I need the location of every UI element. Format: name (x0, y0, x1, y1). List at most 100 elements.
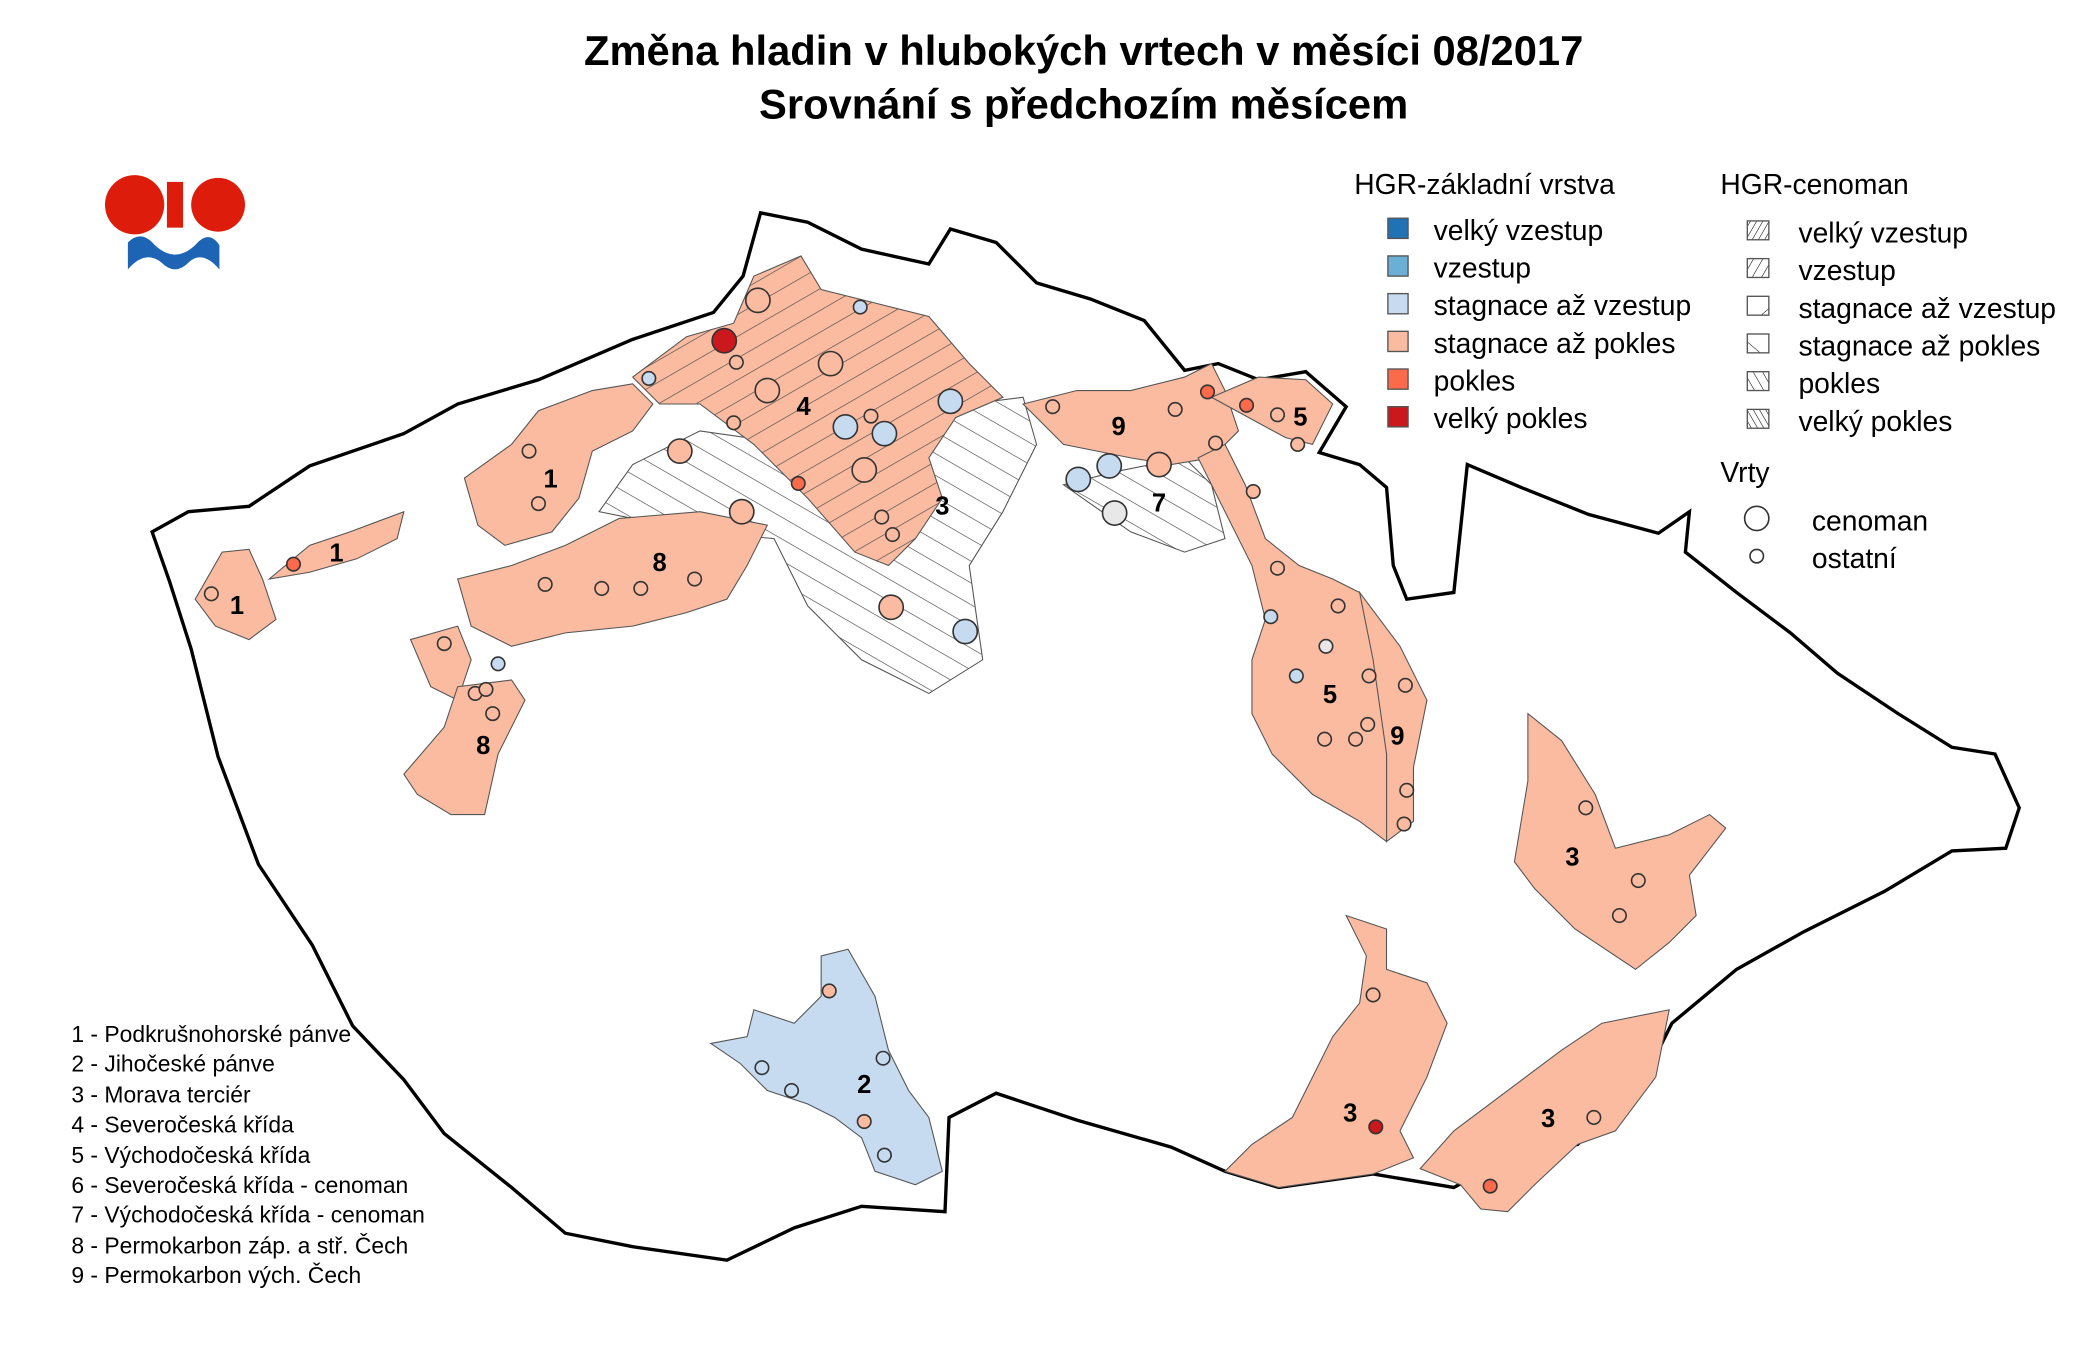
region-label: 1 (543, 465, 557, 493)
legend-label: velký vzestup (1798, 216, 1968, 248)
well-other (876, 1147, 892, 1163)
region-names-legend: 1 - Podkrušnohorské pánve 2 - Jihočeské … (71, 1021, 424, 1288)
region-label: 2 (857, 1071, 871, 1099)
well-other (1239, 397, 1255, 413)
legend-swatch (1387, 255, 1409, 277)
well-cenoman (711, 327, 738, 354)
well-other (436, 636, 452, 652)
region-9 (1022, 362, 1428, 843)
legend-hatch-swatch (1746, 257, 1770, 279)
legend-label: velký pokles (1434, 402, 1588, 434)
legend-base-heading: HGR-základní vrstva (1354, 168, 1615, 200)
map-title: Změna hladin v hlubokých vrtech v měsíci… (584, 27, 1583, 74)
well-other (521, 443, 537, 459)
well-other (856, 1113, 872, 1130)
legend-label: stagnace až vzestup (1434, 289, 1692, 321)
region-name: 4 - Severočeská křída (71, 1111, 294, 1137)
region-label: 9 (1112, 413, 1126, 441)
region-label: 3 (1343, 1100, 1357, 1128)
legend-cenoman: HGR-cenoman velký vzestup vzestup stagna… (1720, 168, 2056, 437)
region-label: 3 (1565, 844, 1579, 872)
well-other (1368, 1119, 1384, 1135)
legend-hatch-swatch (1746, 295, 1770, 316)
well-cenoman (728, 498, 755, 525)
map-subtitle: Srovnání s předchozím měsícem (759, 81, 1408, 128)
legend-label: pokles (1798, 367, 1880, 399)
well-other (1167, 401, 1183, 417)
region-label: 8 (476, 732, 490, 760)
legend-wells-heading: Vrty (1720, 456, 1770, 488)
legend-hatch-swatch (1746, 408, 1770, 429)
well-other (1208, 435, 1224, 451)
legend-label: stagnace až pokles (1798, 330, 2040, 362)
region-name: 9 - Permokarbon vých. Čech (71, 1262, 361, 1288)
chmi-logo (105, 175, 245, 270)
well-other (728, 354, 744, 370)
well-cenoman (744, 287, 771, 314)
well-other (1578, 800, 1594, 816)
legend-label: cenoman (1812, 505, 1928, 537)
region-label: 7 (1152, 490, 1166, 518)
region-label: 3 (935, 492, 949, 520)
region-labels: 1 1 1 2 3 3 3 3 4 5 5 6 7 8 8 9 9 (230, 393, 1580, 1133)
region-name: 6 - Severočeská křída - cenoman (71, 1172, 408, 1198)
well-other (1045, 399, 1061, 415)
well-other (1360, 716, 1376, 732)
well-other (1288, 668, 1304, 684)
legend-small-circle-icon (1749, 548, 1765, 564)
well-cenoman (1065, 466, 1092, 493)
well-other (490, 656, 506, 672)
legend-hatch-swatch (1746, 333, 1770, 354)
well-other (594, 580, 610, 596)
legend-large-circle-icon (1743, 505, 1770, 532)
well-cenoman (832, 413, 859, 440)
legend-swatch (1387, 406, 1409, 428)
well-other (1399, 782, 1415, 798)
region-name: 7 - Východočeská křída - cenoman (71, 1201, 424, 1227)
region-name: 5 - Východočeská křída (71, 1142, 310, 1168)
well-cenoman (937, 388, 964, 415)
well-other (1318, 638, 1334, 654)
region-name: 1 - Podkrušnohorské pánve (71, 1021, 351, 1047)
well-cenoman (754, 377, 781, 404)
well-other (1586, 1109, 1602, 1125)
legend-hatch-swatch (1746, 220, 1770, 241)
well-other (726, 415, 742, 431)
well-other (530, 496, 546, 512)
region-7 (1062, 457, 1226, 553)
legend-swatch (1387, 292, 1409, 315)
region-2 (709, 948, 943, 1186)
country-border (150, 210, 2022, 1262)
well-other (1199, 384, 1216, 400)
legend-swatch (1387, 217, 1409, 240)
well-other (1290, 436, 1306, 452)
well-other (875, 1050, 891, 1066)
well-other (863, 408, 879, 424)
well-other (790, 475, 806, 491)
region-label: 4 (797, 393, 812, 421)
well-other (687, 571, 703, 587)
well-other (203, 586, 219, 602)
legend-hatch-swatch (1746, 371, 1770, 392)
legend-swatch (1387, 330, 1409, 353)
well-other (641, 370, 657, 386)
well-other (1397, 677, 1413, 693)
well-other (1365, 987, 1381, 1003)
region-3 (1223, 712, 1727, 1213)
well-other (1263, 609, 1279, 625)
well-cenoman (1146, 451, 1172, 478)
legend-label: velký vzestup (1434, 214, 1604, 246)
well-cenoman (1096, 453, 1123, 479)
well-other (485, 706, 501, 722)
well-other (884, 527, 901, 543)
region-label: 8 (653, 549, 667, 577)
well-other (537, 576, 553, 592)
legend-label: pokles (1434, 365, 1516, 397)
legend-label: stagnace až pokles (1434, 327, 1676, 359)
well-cenoman (878, 594, 905, 621)
well-other (1317, 731, 1333, 747)
well-other (1269, 560, 1286, 576)
well-other (1361, 668, 1377, 684)
well-other (1630, 873, 1646, 889)
